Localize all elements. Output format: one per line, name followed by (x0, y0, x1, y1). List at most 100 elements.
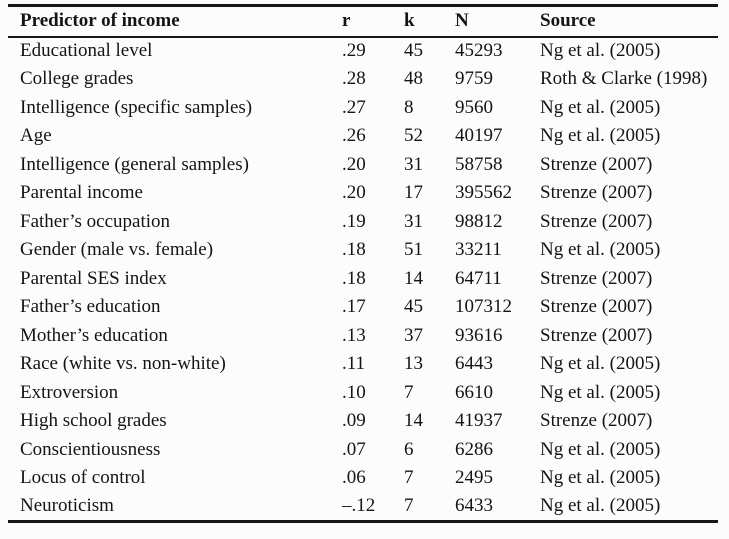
n-value-cell: 9759 (455, 68, 493, 90)
n-value-cell: 41937 (455, 410, 503, 432)
k-value-cell: 45 (404, 296, 423, 318)
source-cell: Strenze (2007) (540, 410, 653, 432)
predictor-cell: Father’s occupation (20, 210, 171, 232)
col-header-k: k (404, 5, 455, 38)
n-value-cell: 98812 (455, 210, 503, 232)
n-value-cell: 93616 (455, 324, 503, 346)
r-value-cell: –.12 (342, 495, 376, 516)
table-row: High school grades .09 14 41937 Strenze … (8, 407, 718, 436)
r-value-cell: .20 (342, 153, 366, 175)
k-value-cell: 7 (404, 495, 414, 516)
n-value-cell: 40197 (455, 125, 503, 147)
predictor-cell: Educational level (20, 40, 153, 62)
k-value-cell: 8 (404, 96, 414, 118)
table-body: Educational level .29 45 45293 Ng et al.… (8, 37, 718, 522)
source-cell: Strenze (2007) (540, 296, 653, 318)
k-value-cell: 51 (404, 239, 423, 261)
n-value-cell: 64711 (455, 267, 502, 289)
source-cell: Strenze (2007) (540, 182, 653, 204)
table-row: Parental income .20 17 395562 Strenze (2… (8, 179, 718, 208)
n-value-cell: 58758 (455, 153, 503, 175)
source-cell: Ng et al. (2005) (540, 495, 661, 516)
source-cell: Ng et al. (2005) (540, 438, 661, 460)
table-row: Gender (male vs. female) .18 51 33211 Ng… (8, 236, 718, 265)
r-value-cell: .18 (342, 267, 366, 289)
predictor-cell: Intelligence (general samples) (20, 153, 249, 175)
predictor-cell: Father’s education (20, 296, 161, 318)
n-value-cell: 9560 (455, 96, 493, 118)
source-cell: Ng et al. (2005) (540, 239, 661, 261)
source-cell: Ng et al. (2005) (540, 467, 661, 489)
r-value-cell: .07 (342, 438, 366, 460)
n-value-cell: 6433 (455, 495, 493, 516)
table-row: Locus of control .06 7 2495 Ng et al. (2… (8, 464, 718, 493)
k-value-cell: 14 (404, 267, 423, 289)
table-row: Intelligence (specific samples) .27 8 95… (8, 94, 718, 123)
predictor-cell: Neuroticism (20, 495, 114, 516)
n-value-cell: 6286 (455, 438, 493, 460)
source-cell: Ng et al. (2005) (540, 353, 661, 375)
r-value-cell: .13 (342, 324, 366, 346)
r-value-cell: .27 (342, 96, 366, 118)
predictor-cell: Conscientiousness (20, 438, 161, 460)
n-value-cell: 6610 (455, 381, 493, 403)
r-value-cell: .19 (342, 210, 366, 232)
predictor-cell: Gender (male vs. female) (20, 239, 214, 261)
predictor-cell: Parental income (20, 182, 143, 204)
r-value-cell: .26 (342, 125, 366, 147)
source-cell: Strenze (2007) (540, 210, 653, 232)
r-value-cell: .18 (342, 239, 366, 261)
table-row: Conscientiousness .07 6 6286 Ng et al. (… (8, 436, 718, 465)
k-value-cell: 7 (404, 467, 414, 489)
k-value-cell: 45 (404, 40, 423, 62)
predictor-cell: Mother’s education (20, 324, 168, 346)
table-row: Parental SES index .18 14 64711 Strenze … (8, 265, 718, 294)
predictor-cell: Locus of control (20, 467, 146, 489)
source-cell: Strenze (2007) (540, 153, 653, 175)
k-value-cell: 48 (404, 68, 423, 90)
r-value-cell: .10 (342, 381, 366, 403)
r-value-cell: .09 (342, 410, 366, 432)
n-value-cell: 2495 (455, 467, 493, 489)
n-value-cell: 45293 (455, 40, 503, 62)
r-value-cell: .17 (342, 296, 366, 318)
col-header-predictor: Predictor of income (8, 5, 342, 38)
source-cell: Strenze (2007) (540, 324, 653, 346)
r-value-cell: .11 (342, 353, 366, 375)
table-row: Age .26 52 40197 Ng et al. (2005) (8, 122, 718, 151)
k-value-cell: 31 (404, 210, 423, 232)
table-row: Father’s occupation .19 31 98812 Strenze… (8, 208, 718, 237)
n-value-cell: 395562 (455, 182, 512, 204)
k-value-cell: 7 (404, 381, 414, 403)
header-row: Predictor of income r k N Source (8, 5, 718, 38)
r-value-cell: .20 (342, 182, 366, 204)
predictor-cell: Parental SES index (20, 267, 167, 289)
table-row: Mother’s education .13 37 93616 Strenze … (8, 322, 718, 351)
k-value-cell: 52 (404, 125, 423, 147)
income-predictors-table: Predictor of income r k N Source Educati… (8, 4, 718, 523)
table-row: Educational level .29 45 45293 Ng et al.… (8, 37, 718, 66)
table-row: Race (white vs. non-white) .11 13 6443 N… (8, 350, 718, 379)
k-value-cell: 14 (404, 410, 423, 432)
r-value-cell: .06 (342, 467, 366, 489)
predictor-cell: Extroversion (20, 381, 119, 403)
predictor-cell: Age (20, 125, 52, 147)
table-row: Neuroticism –.12 7 6433 Ng et al. (2005) (8, 493, 718, 522)
k-value-cell: 17 (404, 182, 423, 204)
k-value-cell: 13 (404, 353, 423, 375)
r-value-cell: .29 (342, 40, 366, 62)
k-value-cell: 31 (404, 153, 423, 175)
source-cell: Ng et al. (2005) (540, 125, 661, 147)
source-cell: Ng et al. (2005) (540, 96, 661, 118)
table-row: Intelligence (general samples) .20 31 58… (8, 151, 718, 180)
predictor-cell: High school grades (20, 410, 167, 432)
source-cell: Roth & Clarke (1998) (540, 68, 708, 90)
table-row: College grades .28 48 9759 Roth & Clarke… (8, 65, 718, 94)
col-header-source: Source (540, 5, 718, 38)
col-header-n: N (455, 5, 540, 38)
predictor-cell: Race (white vs. non-white) (20, 353, 226, 375)
n-value-cell: 6443 (455, 353, 493, 375)
table-row: Father’s education .17 45 107312 Strenze… (8, 293, 718, 322)
predictor-cell: College grades (20, 68, 134, 90)
